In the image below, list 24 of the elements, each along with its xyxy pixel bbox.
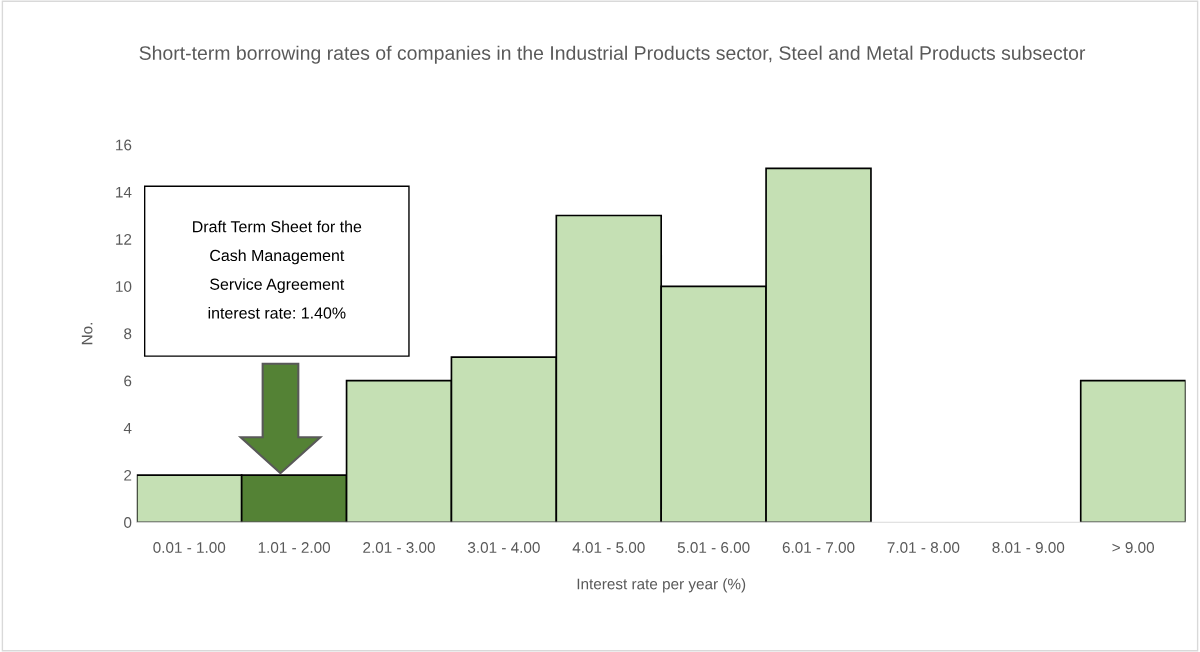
bar — [1079, 379, 1186, 523]
y-tick-label: 6 — [124, 375, 132, 387]
x-tick-label: 4.01 - 5.00 — [572, 542, 645, 553]
x-tick-label: 3.01 - 4.00 — [467, 542, 540, 553]
y-tick-label: 10 — [116, 281, 132, 292]
x-tick-label: 6.01 - 7.00 — [782, 542, 855, 553]
y-tick-label: 8 — [124, 328, 132, 340]
y-axis-title: No. — [81, 323, 93, 345]
y-tick-label: 12 — [116, 233, 132, 245]
y-tick-label: 16 — [116, 139, 132, 151]
x-tick-label: 0.01 - 1.00 — [153, 542, 226, 553]
y-tick-label: 0 — [124, 517, 132, 528]
y-tick-label: 4 — [123, 422, 132, 434]
x-tick-label: 1.01 - 2.00 — [258, 542, 331, 553]
x-tick-label: > 9.00 — [1112, 542, 1155, 553]
y-tick-label: 14 — [116, 186, 132, 198]
x-axis-title: Interest rate per year (%) — [577, 578, 746, 593]
chart-title: Short-term borrowing rates of companies in the Industrial Products sector, Steel and Metal Products subsector — [139, 45, 1086, 64]
x-tick-label: 8.01 - 9.00 — [992, 542, 1065, 553]
x-tick-label: 7.01 - 8.00 — [887, 542, 960, 553]
x-tick-label: 5.01 - 6.00 — [677, 542, 750, 553]
y-tick-label: 2 — [124, 469, 132, 481]
x-tick-label: 2.01 - 3.00 — [363, 542, 435, 553]
annotation: Draft Term Sheet for the Cash Management Service Agreement interest rate: 1.40% — [193, 220, 362, 319]
